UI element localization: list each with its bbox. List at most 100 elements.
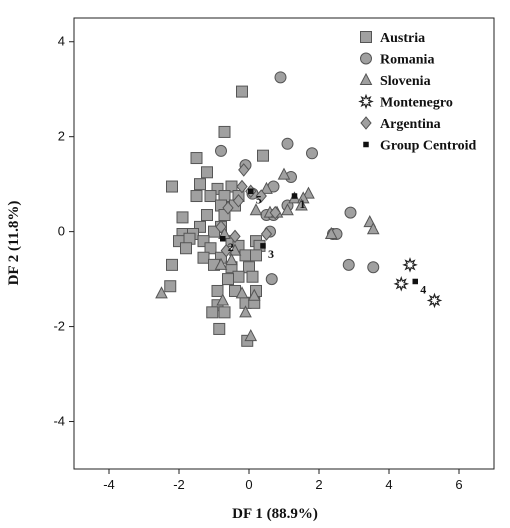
x-tick-label: 0 xyxy=(245,477,252,492)
argentina-point xyxy=(255,189,267,203)
y-axis-title: DF 2 (11.8%) xyxy=(6,201,22,286)
slovenia-point xyxy=(366,222,380,235)
x-tick-label: -2 xyxy=(173,477,185,492)
austria-point xyxy=(257,149,269,162)
austria-point xyxy=(218,306,231,319)
austria-point xyxy=(164,280,177,293)
x-axis-title: DF 1 (88.9%) xyxy=(232,506,318,522)
romania-point xyxy=(265,273,278,286)
argentina-point xyxy=(220,243,232,258)
austria-point xyxy=(232,270,245,283)
x-tick-label: 2 xyxy=(315,477,322,492)
legend-marker-montenegro xyxy=(358,93,374,110)
romania-point xyxy=(367,261,380,274)
y-tick-label: 2 xyxy=(58,129,65,144)
montenegro-point xyxy=(426,292,443,309)
x-tick-label: -4 xyxy=(103,477,115,492)
slovenia-point xyxy=(247,288,261,301)
slovenia-point xyxy=(244,328,258,342)
group-centroid-point xyxy=(260,243,266,249)
slovenia-point xyxy=(235,286,249,299)
data-points xyxy=(155,71,443,347)
legend-marker-slovenia xyxy=(359,72,373,85)
slovenia-point xyxy=(225,253,238,266)
austria-point xyxy=(218,125,231,138)
romania-point xyxy=(215,144,227,157)
austria-point xyxy=(211,182,224,195)
group-centroid-point xyxy=(248,188,254,195)
y-tick-label: 4 xyxy=(58,34,65,49)
austria-point xyxy=(176,211,189,224)
legend-label-slovenia: Slovenia xyxy=(380,74,431,89)
centroid-label: 3 xyxy=(268,247,274,261)
legend-marker-group-centroid xyxy=(363,141,369,148)
romania-point xyxy=(281,137,294,150)
argentina-point xyxy=(229,229,241,244)
centroid-label: 1 xyxy=(300,197,306,211)
x-tick-label: 4 xyxy=(385,477,392,492)
austria-point xyxy=(204,190,217,203)
slovenia-point xyxy=(295,198,308,211)
slovenia-point xyxy=(228,243,242,256)
legend: Austria Romania Slovenia Montenegro Argentin… xyxy=(358,31,477,154)
argentina-point xyxy=(238,163,250,177)
slovenia-point xyxy=(281,203,294,216)
argentina-point xyxy=(260,227,273,241)
argentina-point xyxy=(232,193,245,208)
plot-frame xyxy=(73,17,495,470)
montenegro-point xyxy=(393,276,410,292)
austria-point xyxy=(201,209,213,222)
group-centroid-point xyxy=(412,278,418,285)
argentina-point xyxy=(269,205,281,220)
group-centroid-point xyxy=(291,193,298,199)
slovenia-point xyxy=(239,305,252,318)
slovenia-point xyxy=(260,181,273,194)
legend-marker-austria xyxy=(360,31,372,43)
austria-point xyxy=(194,220,206,233)
austria-point xyxy=(197,235,210,248)
austria-point xyxy=(213,322,226,335)
romania-point xyxy=(344,206,357,219)
centroid-label: 4 xyxy=(420,282,426,296)
slovenia-point xyxy=(324,226,338,240)
legend-label-montenegro: Montenegro xyxy=(380,96,453,111)
centroid-label: 5 xyxy=(256,192,262,206)
austria-point xyxy=(190,152,203,165)
argentina-point xyxy=(222,201,234,215)
romania-point xyxy=(274,71,287,84)
y-tick-label: -4 xyxy=(53,414,65,429)
austria-point xyxy=(239,249,252,262)
legend-marker-romania xyxy=(360,52,372,65)
montenegro-point xyxy=(402,257,418,273)
y-tick-label: 0 xyxy=(58,224,65,239)
austria-point xyxy=(190,190,203,203)
austria-point xyxy=(197,251,210,264)
slovenia-point xyxy=(214,257,228,270)
romania-point xyxy=(342,258,355,271)
austria-point xyxy=(246,270,259,283)
centroid-labels: 1 2 3 4 5 xyxy=(228,192,427,296)
legend-marker-argentina xyxy=(360,116,372,130)
slovenia-point xyxy=(302,186,315,199)
austria-point xyxy=(166,258,178,271)
austria-point xyxy=(222,273,234,286)
axis-ticks: -4 -2 0 2 4 6 -4 -2 0 2 4 xyxy=(53,34,462,492)
austria-point xyxy=(250,249,262,262)
austria-point xyxy=(194,178,206,191)
x-tick-label: 6 xyxy=(455,477,462,492)
y-tick-label: -2 xyxy=(53,319,65,334)
group-centroid-point xyxy=(220,236,226,242)
legend-label-group-centroid: Group Centroid xyxy=(380,139,477,154)
slovenia-point xyxy=(249,203,263,216)
austria-point xyxy=(180,242,192,255)
legend-label-romania: Romania xyxy=(380,53,434,68)
austria-point xyxy=(201,166,213,179)
austria-point xyxy=(206,306,219,319)
centroid-label: 2 xyxy=(228,240,234,254)
argentina-point xyxy=(215,220,227,234)
legend-label-austria: Austria xyxy=(380,31,425,46)
austria-point xyxy=(166,180,178,193)
austria-point xyxy=(211,284,224,297)
